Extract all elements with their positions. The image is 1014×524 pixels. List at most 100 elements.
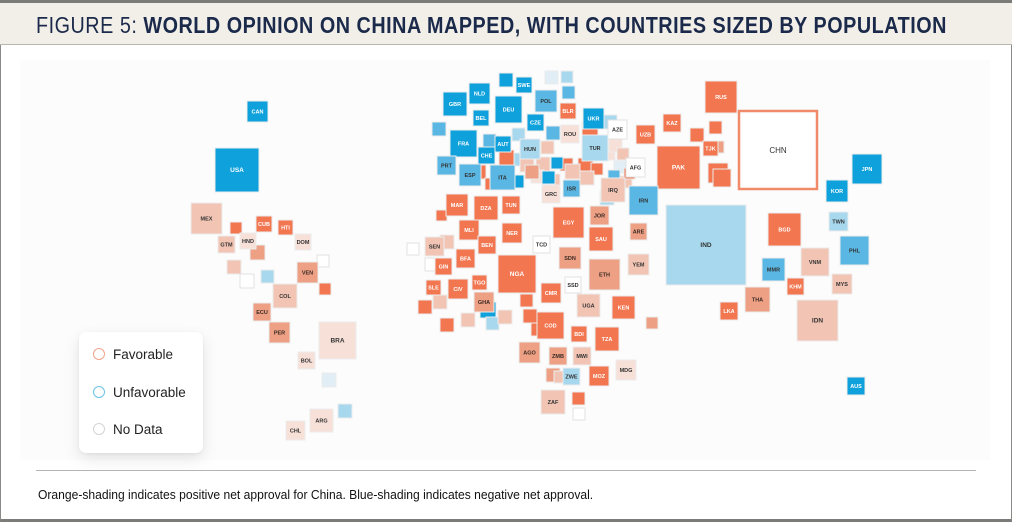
country-tile-aus bbox=[846, 376, 866, 396]
country-label: BGD bbox=[778, 228, 790, 234]
country-tile-bdi bbox=[570, 325, 588, 343]
country-tile-unlabeled bbox=[544, 70, 559, 85]
country-tile-unlabeled bbox=[708, 120, 723, 135]
country-tile-esp bbox=[458, 163, 482, 187]
country-label: BRA bbox=[330, 338, 344, 345]
unfavorable-ring-icon bbox=[93, 386, 105, 398]
country-tile-unlabeled bbox=[519, 293, 534, 308]
cartogram-svg: CAN USA MEX CUB HTI GTM HND DOM VEN COL ECU PER BRA B… bbox=[190, 70, 883, 441]
country-label: SEN bbox=[429, 245, 440, 251]
country-tile-khm bbox=[786, 277, 805, 296]
country-tile-unlabeled bbox=[337, 403, 353, 419]
country-tile-unlabeled bbox=[689, 127, 705, 143]
country-label: SWE bbox=[518, 83, 531, 89]
country-tile-vnm bbox=[800, 247, 830, 277]
country-tile-tgo bbox=[471, 274, 488, 291]
country-tile-grc bbox=[541, 184, 561, 204]
country-tile-unlabeled bbox=[239, 273, 255, 289]
country-label: ECU bbox=[256, 310, 268, 316]
country-label: SSD bbox=[567, 283, 578, 289]
country-tile-afg bbox=[625, 157, 646, 178]
country-tile-unlabeled bbox=[550, 156, 564, 170]
country-label: CUB bbox=[258, 222, 270, 228]
country-tile-usa bbox=[214, 147, 260, 193]
country-tile-egy bbox=[552, 206, 585, 239]
country-tile-uga bbox=[576, 293, 601, 318]
country-label: CHL bbox=[290, 429, 302, 435]
country-tile-nga bbox=[497, 254, 537, 294]
country-label: PHL bbox=[849, 249, 861, 255]
legend-item-no-data: No Data bbox=[93, 419, 163, 439]
country-label: GHA bbox=[478, 300, 490, 306]
country-label: TZA bbox=[602, 337, 613, 343]
country-label: NGA bbox=[510, 271, 525, 278]
country-label: CHN bbox=[769, 146, 787, 155]
country-tile-dom bbox=[294, 233, 312, 251]
country-label: SAU bbox=[595, 237, 607, 243]
country-tile-gha bbox=[473, 291, 495, 313]
country-label: COL bbox=[279, 294, 291, 300]
no-data-ring-icon bbox=[93, 423, 105, 435]
country-tile-sle bbox=[425, 279, 442, 296]
country-label: NER bbox=[506, 231, 518, 237]
country-label: VNM bbox=[809, 260, 822, 266]
country-tile-mar bbox=[445, 193, 469, 217]
country-tile-cod bbox=[536, 311, 565, 340]
country-tile-are bbox=[629, 222, 648, 241]
figure-header: FIGURE 5: WORLD OPINION ON CHINA MAPPED,… bbox=[0, 0, 1012, 45]
country-tile-unlabeled bbox=[460, 312, 476, 328]
country-label: HND bbox=[242, 239, 254, 245]
country-tile-mex bbox=[190, 202, 223, 235]
country-tile-tun bbox=[501, 195, 521, 215]
country-tile-nld bbox=[468, 82, 491, 105]
country-tile-unlabeled bbox=[545, 125, 561, 141]
country-label: KAZ bbox=[666, 121, 678, 127]
country-label: BEN bbox=[481, 243, 493, 249]
country-tile-sau bbox=[588, 226, 614, 252]
country-tile-ind bbox=[665, 204, 747, 286]
country-label: TUR bbox=[589, 146, 600, 152]
country-label: GRC bbox=[545, 192, 557, 198]
figure-title: FIGURE 5: WORLD OPINION ON CHINA MAPPED,… bbox=[36, 12, 947, 39]
country-tile-unlabeled bbox=[645, 316, 659, 330]
country-label: USA bbox=[230, 167, 244, 174]
country-label: ZAF bbox=[548, 400, 559, 406]
country-tile-cmr bbox=[540, 282, 562, 304]
country-tile-zwe bbox=[562, 367, 581, 386]
country-tile-pak bbox=[656, 145, 701, 190]
country-tile-unlabeled bbox=[571, 391, 586, 406]
country-tile-idn bbox=[796, 299, 839, 342]
country-tile-bfa bbox=[455, 248, 476, 269]
country-tile-lka bbox=[719, 301, 739, 321]
country-tile-tza bbox=[594, 326, 620, 352]
country-label: GTM bbox=[220, 243, 233, 249]
country-label: TJK bbox=[705, 147, 715, 153]
country-tile-moz bbox=[588, 365, 610, 387]
country-label: CHE bbox=[481, 154, 493, 160]
country-tile-bgd bbox=[767, 212, 802, 247]
country-label: VEN bbox=[302, 271, 313, 277]
country-tile-unlabeled bbox=[432, 294, 448, 310]
country-label: NLD bbox=[474, 92, 485, 98]
country-label: ROU bbox=[564, 132, 576, 138]
country-tile-chn bbox=[737, 109, 819, 191]
country-tile-chl bbox=[285, 420, 306, 441]
country-label: HTI bbox=[281, 226, 290, 232]
country-label: TGO bbox=[474, 281, 487, 287]
country-tile-unlabeled bbox=[498, 72, 514, 88]
country-tile-unlabeled bbox=[564, 163, 581, 180]
country-tile-can bbox=[246, 100, 269, 123]
country-label: AZE bbox=[612, 128, 623, 134]
country-label: HUN bbox=[524, 147, 536, 153]
country-label: KOR bbox=[831, 189, 843, 195]
country-label: AGO bbox=[523, 351, 536, 357]
country-tile-aut bbox=[494, 135, 512, 153]
legend: Favorable Unfavorable No Data bbox=[79, 332, 203, 453]
country-tile-sdn bbox=[558, 246, 582, 270]
country-tile-bol bbox=[297, 351, 316, 370]
footnote-divider bbox=[36, 470, 976, 471]
country-label: MWI bbox=[576, 354, 588, 360]
country-tile-unlabeled bbox=[497, 309, 513, 325]
country-label: CZE bbox=[530, 121, 541, 127]
country-tile-pol bbox=[534, 89, 558, 113]
